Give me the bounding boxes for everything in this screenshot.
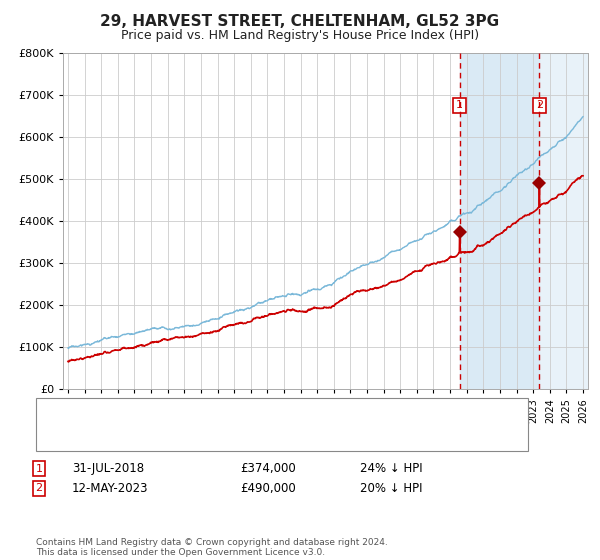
Text: 2: 2 [35,483,43,493]
Bar [539,53,592,389]
Text: £490,000: £490,000 [240,482,296,495]
Text: Price paid vs. HM Land Registry's House Price Index (HPI): Price paid vs. HM Land Registry's House … [121,29,479,42]
Text: 24% ↓ HPI: 24% ↓ HPI [360,462,422,475]
Text: 2: 2 [536,100,543,110]
Text: Contains HM Land Registry data © Crown copyright and database right 2024.
This d: Contains HM Land Registry data © Crown c… [36,538,388,557]
Text: £374,000: £374,000 [240,462,296,475]
Text: 29, HARVEST STREET, CHELTENHAM, GL52 3PG (detached house): 29, HARVEST STREET, CHELTENHAM, GL52 3PG… [77,408,442,418]
Bar [460,53,539,389]
Text: 20% ↓ HPI: 20% ↓ HPI [360,482,422,495]
Text: 29, HARVEST STREET, CHELTENHAM, GL52 3PG: 29, HARVEST STREET, CHELTENHAM, GL52 3PG [100,14,500,29]
Text: 1: 1 [456,100,463,110]
Text: 31-JUL-2018: 31-JUL-2018 [72,462,144,475]
Text: HPI: Average price, detached house, Cheltenham: HPI: Average price, detached house, Chel… [77,431,352,441]
Text: ——: —— [51,406,76,419]
Text: ——: —— [51,430,76,442]
Text: 1: 1 [35,464,43,474]
Text: 12-MAY-2023: 12-MAY-2023 [72,482,149,495]
Bar [539,53,592,389]
